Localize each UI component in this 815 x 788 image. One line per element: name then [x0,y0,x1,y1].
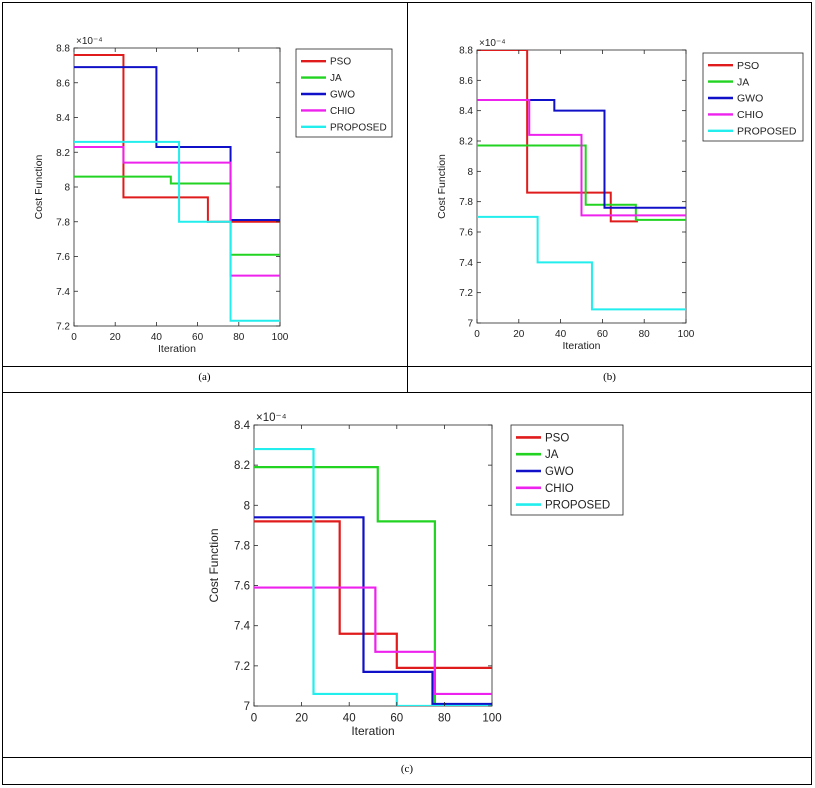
x-tick-label: 40 [343,713,356,725]
legend-label-ja: JA [545,449,559,461]
caption-c: (c) [400,763,414,775]
x-axis-label: Iteration [158,343,196,355]
y-tick-label: 7.2 [234,661,250,673]
series-line-proposed [74,140,280,322]
y-tick-label: 8.2 [56,148,70,159]
y-tick-label: 7.6 [234,581,250,593]
legend-label-chio: CHIO [737,109,763,121]
y-tick-label: 8.2 [234,460,250,472]
legend-label-pso: PSO [330,57,351,68]
y-tick-label: 8.4 [234,420,251,432]
plot-area [73,47,281,327]
y-tick-label: 8 [244,500,250,512]
x-tick-label: 100 [482,713,501,725]
chart-panel-b: 0 20 40 60 80 100 7 7.2 7.4 7.6 7.8 8 8.2 8.4 8.6 8.8 ×1… [436,38,804,352]
legend-label-gwo: GWO [545,466,574,478]
y-tick-label: 7 [244,701,250,713]
y-tick-label: 8.6 [56,78,70,89]
x-tick-label: 0 [474,329,480,340]
y-tick-label: 7.2 [459,288,473,299]
series-line-gwo [74,66,280,222]
series-line-proposed [254,447,492,706]
legend-label-proposed: PROPOSED [330,122,387,133]
exponent-label: ×10⁻⁴ [479,38,506,49]
y-tick-label: 8.8 [459,46,473,57]
legend-label-proposed: PROPOSED [737,125,797,137]
series-line-chio [254,586,492,696]
caption-row-b [407,366,812,367]
y-tick-label: 8.2 [459,137,473,148]
series-line-ja [74,175,280,256]
chart-panel-a: 0 20 40 60 80 100 7.2 7.4 7.6 7.8 8 8.2 8.4 8.6 8.8 ×10… [33,36,393,355]
x-tick-label: 40 [555,329,567,340]
x-tick-label: 0 [251,713,257,725]
legend-label-proposed: PROPOSED [545,500,610,512]
series-line-pso [254,520,492,669]
cell-divider-vertical [407,2,408,393]
caption-row-c [2,757,812,758]
x-tick-label: 20 [513,329,525,340]
x-tick-label: 100 [678,329,695,340]
series-line-ja [477,144,686,221]
y-tick-label: 7.6 [56,252,70,263]
exponent-label: ×10⁻⁴ [76,36,103,47]
x-tick-label: 40 [151,332,163,343]
caption-a: (a) [198,371,211,383]
x-tick-label: 60 [597,329,609,340]
x-tick-label: 80 [233,332,245,343]
legend: PSO JA GWO CHIO PROPOSED [295,48,393,138]
y-tick-label: 7.2 [56,322,70,333]
series-line-chio [477,99,686,217]
legend-label-ja: JA [330,73,342,84]
series-line-gwo [477,99,686,209]
y-tick-label: 7.8 [234,540,250,552]
legend-label-ja: JA [737,76,749,88]
series-line-pso [477,50,638,223]
x-tick-label: 20 [295,713,308,725]
series-line-ja [254,466,492,706]
series-line-chio [74,146,280,277]
legend-label-pso: PSO [545,432,569,444]
legend-label-chio: CHIO [330,106,355,117]
y-tick-label: 7.4 [234,621,251,633]
y-tick-label: 8.4 [459,106,473,117]
y-axis-label: Cost Function [207,528,221,602]
y-tick-label: 8 [64,183,70,194]
x-tick-label: 60 [192,332,204,343]
x-tick-label: 100 [272,332,289,343]
y-tick-label: 7 [467,319,473,330]
exponent-label: ×10⁻⁴ [256,412,287,424]
y-axis-label: Cost Function [33,154,45,219]
caption-b: (b) [603,371,616,383]
x-axis-label: Iteration [563,340,601,352]
y-tick-label: 7.6 [459,228,473,239]
y-tick-label: 8.4 [56,113,70,124]
series-line-gwo [254,516,492,706]
y-tick-label: 7.8 [56,217,70,228]
x-tick-label: 80 [438,713,451,725]
legend: PSO JA GWO CHIO PROPOSED [510,424,624,516]
y-axis-label: Cost Function [436,154,448,219]
y-tick-label: 7.4 [459,258,473,269]
x-axis-label: Iteration [351,724,394,738]
legend-label-gwo: GWO [737,93,763,105]
caption-row-a [2,366,408,367]
chart-panel-c: 0 20 40 60 80 100 7 7.2 7.4 7.6 7.8 8 8.2 8.4 ×10⁻⁴ Ite… [207,412,624,738]
legend: PSO JA GWO CHIO PROPOSED [702,52,804,142]
y-tick-label: 8 [467,167,473,178]
x-tick-label: 80 [639,329,651,340]
y-tick-label: 7.8 [459,197,473,208]
plot-area [253,424,493,707]
series-line-proposed [477,215,686,311]
x-tick-label: 0 [71,332,77,343]
x-tick-label: 20 [110,332,122,343]
x-tick-label: 60 [390,713,403,725]
y-tick-label: 8.6 [459,76,473,87]
y-tick-label: 7.4 [56,287,70,298]
legend-label-pso: PSO [737,60,759,72]
y-tick-label: 8.8 [56,44,70,55]
legend-label-gwo: GWO [330,90,355,101]
legend-label-chio: CHIO [545,483,574,495]
